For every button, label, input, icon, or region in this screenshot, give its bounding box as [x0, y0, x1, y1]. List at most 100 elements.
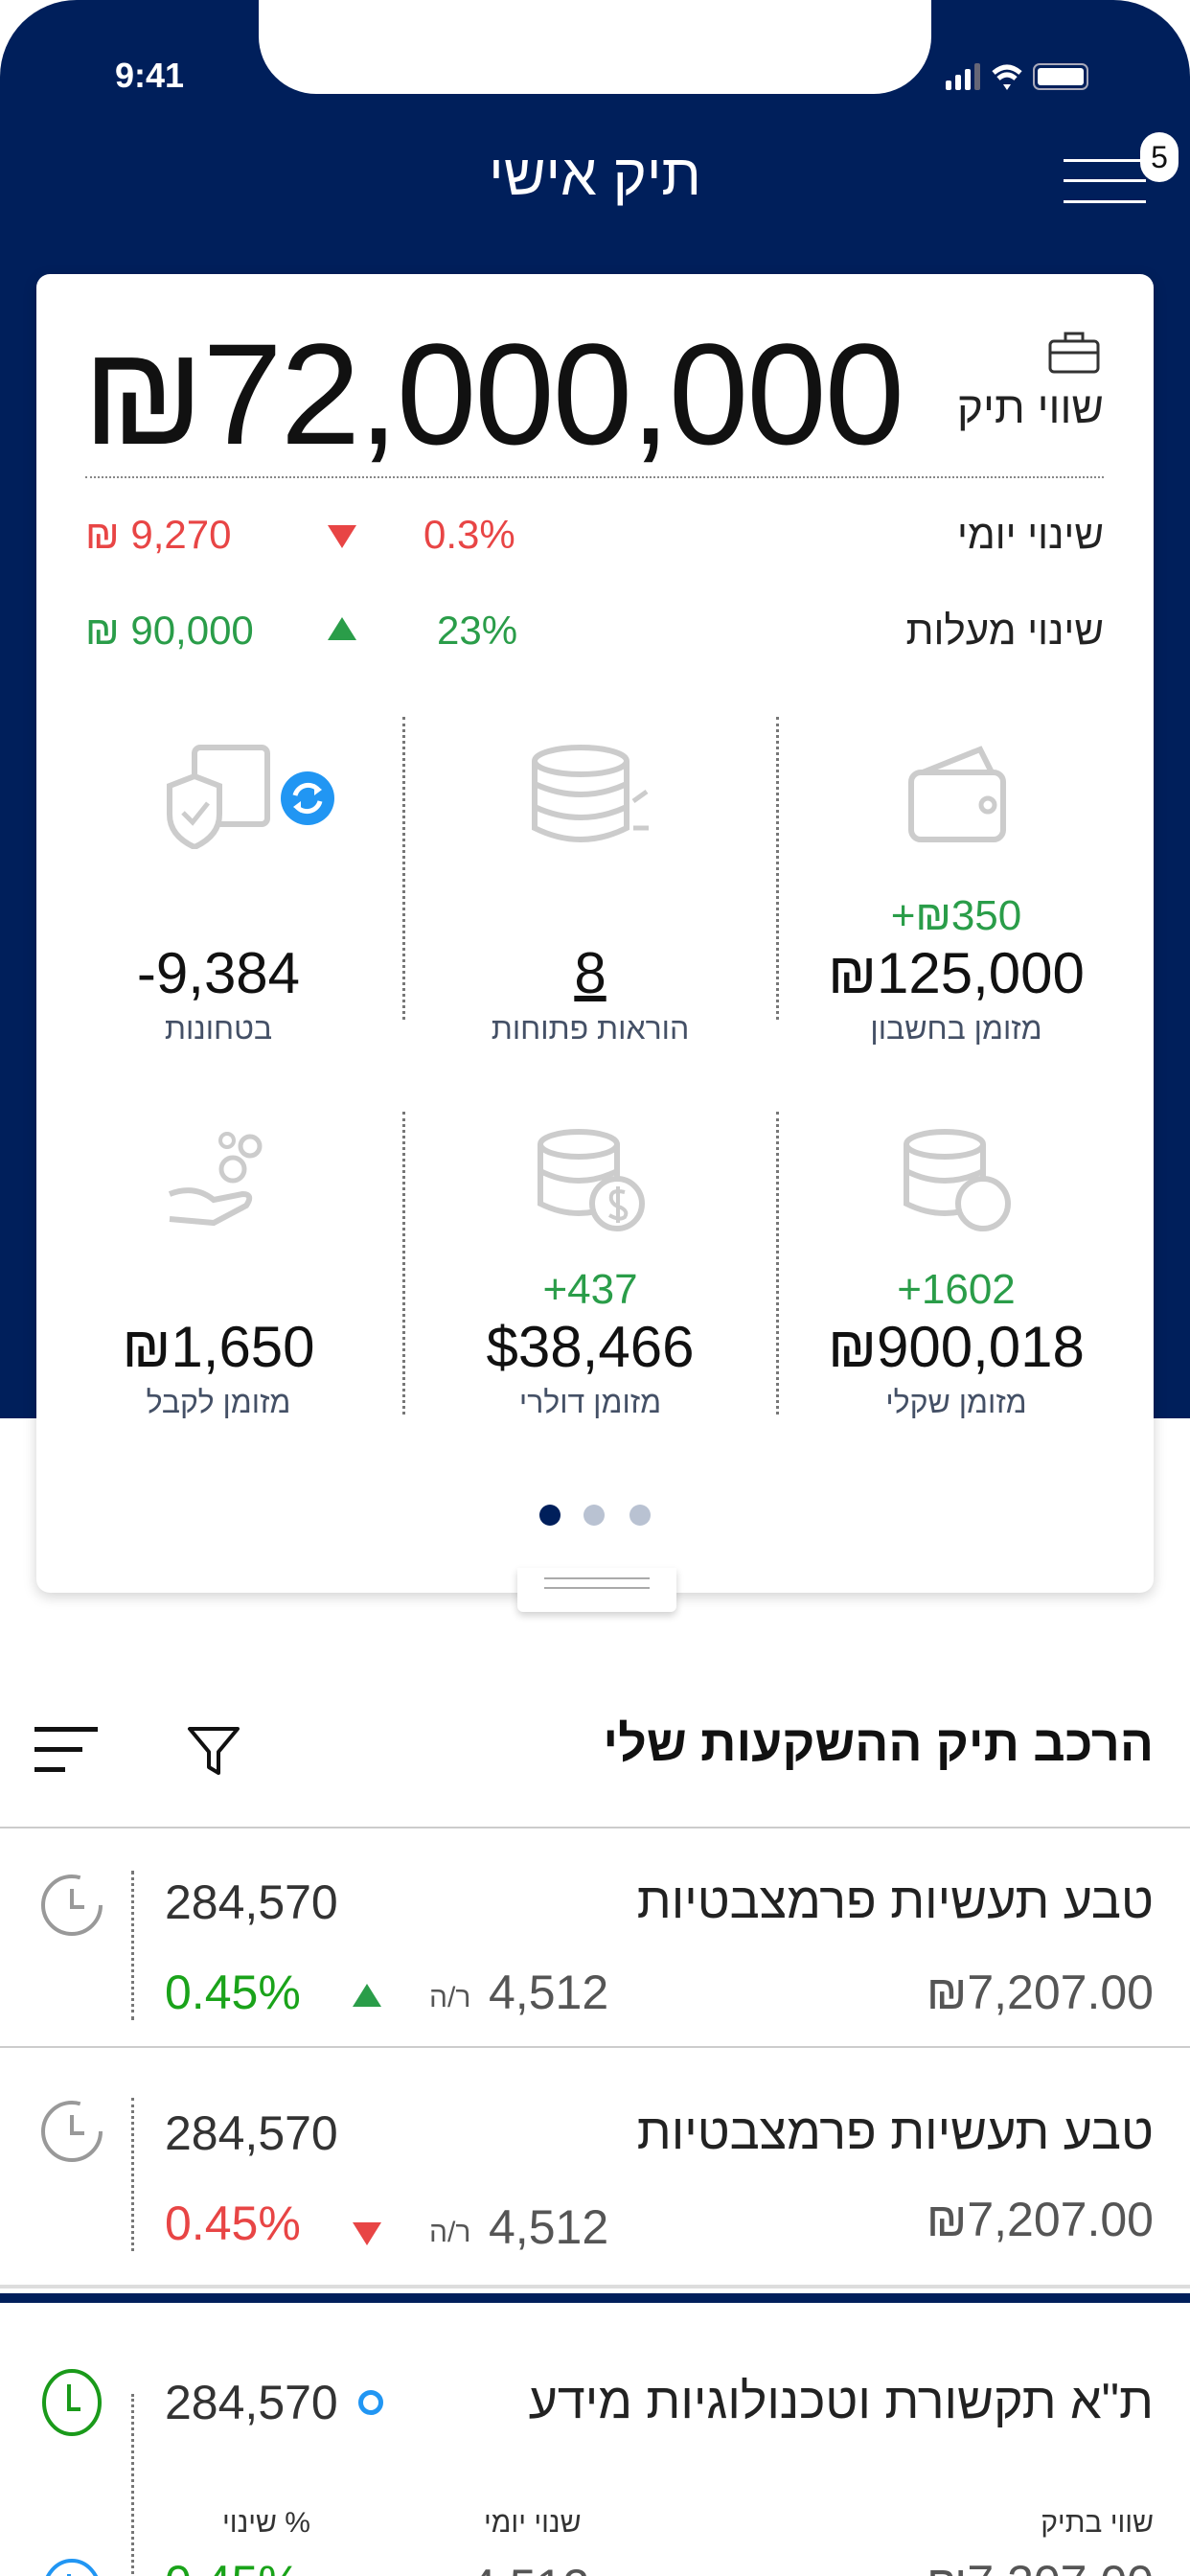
- tile-cash-in-account[interactable]: +₪350 ₪125,000 מזומן בחשבון: [774, 744, 1138, 1046]
- status-time: 9:41: [115, 56, 185, 95]
- holding-value: ₪7,207.00: [927, 2555, 1154, 2576]
- wallet-icon: [908, 746, 1006, 842]
- tile-change: +₪350: [890, 892, 1022, 939]
- divider: [131, 2098, 134, 2251]
- sort-icon[interactable]: [34, 1723, 102, 1777]
- tile-change: [408, 892, 772, 942]
- card-collapse-handle[interactable]: [517, 1568, 676, 1612]
- holding-quantity: 284,570: [165, 2106, 338, 2160]
- holding-daily-change: 4,512: [469, 2559, 589, 2576]
- tile-label: מזומן לקבל: [146, 1385, 291, 1419]
- arrow-up-icon: [328, 617, 356, 640]
- arrow-down-icon: [328, 525, 356, 548]
- tile-label: מזומן שקלי: [885, 1385, 1027, 1419]
- selected-divider: [0, 2293, 1190, 2303]
- tile-value: $38,466: [486, 1315, 695, 1379]
- hand-coins-icon: [168, 1132, 263, 1227]
- holding-daily-unit: ר/ה: [429, 2217, 471, 2248]
- tile-value: ₪125,000: [828, 941, 1085, 1005]
- page-dot[interactable]: [629, 1505, 651, 1526]
- holding-row-expanded[interactable]: ת"א תקשורת וטכנולוגיות מידע 284,570 שווי…: [0, 2304, 1190, 2576]
- column-divider: [402, 717, 405, 1020]
- signal-wifi-battery-icon: [946, 63, 1088, 90]
- total-change-label: שינוי מעלות: [905, 608, 1104, 653]
- holding-percent: 0.45%: [165, 2555, 301, 2576]
- tile-label: מזומן בחשבון: [870, 1011, 1042, 1046]
- portfolio-total-value: ₪72,000,000: [82, 313, 904, 474]
- daily-change-amount: ₪ 9,270: [85, 512, 232, 557]
- holding-percent: 0.45%: [165, 1966, 301, 2019]
- daily-change-percent: 0.3%: [423, 512, 515, 557]
- holding-name: טבע תעשיות פרמצבטיות: [636, 2104, 1154, 2160]
- page-title: תיק אישי: [489, 143, 701, 207]
- device-notch: [259, 0, 931, 94]
- column-divider: [776, 1112, 779, 1414]
- tile-value: -9,384: [136, 941, 301, 1005]
- holding-value: ₪7,207.00: [926, 2193, 1154, 2246]
- arrow-up-icon: [353, 1984, 381, 2007]
- dollar-coins-icon: [538, 1129, 645, 1231]
- page-dot[interactable]: [584, 1505, 605, 1526]
- holding-quantity: 284,570: [165, 2376, 338, 2429]
- daily-change-label: שינוי יומי: [957, 512, 1104, 557]
- refresh-icon[interactable]: [280, 770, 335, 826]
- status-icons: [944, 59, 1097, 99]
- column-divider: [776, 717, 779, 1020]
- portfolio-value-label: שווי תיק: [956, 382, 1104, 432]
- tile-label: מזומן דולרי: [518, 1385, 662, 1419]
- tile-label: בטחונות: [164, 1011, 273, 1046]
- status-dot-icon: [358, 2390, 383, 2415]
- column-divider: [402, 1112, 405, 1414]
- divider: [0, 2046, 1190, 2048]
- page-dot-active[interactable]: [539, 1505, 561, 1526]
- holding-name: ת"א תקשורת וטכנולוגיות מידע: [528, 2374, 1154, 2429]
- total-change-amount: ₪ 90,000: [85, 608, 254, 653]
- divider: [0, 2285, 1190, 2288]
- holding-value: ₪7,207.00: [926, 1966, 1154, 2019]
- holding-row[interactable]: טבע תעשיות פרמצבטיות 284,570 ₪7,207.00 4…: [0, 2048, 1190, 2286]
- clock-icon[interactable]: [38, 2367, 105, 2438]
- column-label-percent: % שינוי: [222, 2507, 310, 2539]
- arrow-down-icon: [353, 2222, 381, 2245]
- tile-collateral[interactable]: -9,384 בטחונות: [36, 744, 400, 1046]
- holding-row[interactable]: טבע תעשיות פרמצבטיות 284,570 ₪7,207.00 4…: [0, 1828, 1190, 2047]
- total-change-percent: 23%: [437, 608, 518, 653]
- divider: [131, 2394, 134, 2576]
- tile-change: [36, 1266, 400, 1316]
- tile-value: ₪900,018: [828, 1315, 1085, 1379]
- tile-change: [36, 892, 400, 942]
- tile-open-orders[interactable]: 8 הוראות פתוחות: [408, 744, 772, 1046]
- holding-name: טבע תעשיות פרמצבטיות: [636, 1874, 1154, 1929]
- holding-quantity: 284,570: [165, 1875, 338, 1929]
- holding-daily-unit: ר/ה: [429, 1982, 471, 2013]
- tile-shekel-cash[interactable]: +1602 ₪900,018 מזומן שקלי: [774, 1127, 1138, 1420]
- tile-value: ₪1,650: [122, 1315, 315, 1379]
- notification-badge: 5: [1140, 132, 1179, 182]
- tile-dollar-cash[interactable]: +437 $38,466 מזומן דולרי: [408, 1127, 772, 1420]
- clock-icon[interactable]: [38, 2557, 105, 2576]
- divider: [131, 1871, 134, 2020]
- section-title: הרכב תיק ההשקעות שלי: [603, 1716, 1154, 1772]
- divider: [0, 1827, 1190, 1828]
- column-label-value: שווי בתיק: [1041, 2507, 1154, 2539]
- shekel-coins-icon: [904, 1129, 1011, 1231]
- tile-label: הוראות פתוחות: [491, 1011, 690, 1046]
- holding-percent: 0.45%: [165, 2196, 301, 2250]
- divider: [85, 476, 1104, 478]
- history-clock-icon[interactable]: [38, 1872, 105, 1939]
- column-label-daily: שנוי יומי: [484, 2507, 582, 2539]
- tile-change: +1602: [897, 1266, 1016, 1313]
- history-clock-icon[interactable]: [38, 2098, 105, 2165]
- holding-daily-change: 4,512: [489, 2200, 609, 2254]
- portfolio-summary-card: ₪72,000,000 שווי תיק שינוי יומי 0.3% ₪ 9…: [36, 274, 1154, 1593]
- tile-receivable-cash[interactable]: ₪1,650 מזומן לקבל: [36, 1127, 400, 1420]
- holding-daily-change: 4,512: [489, 1966, 609, 2019]
- shield-safe-icon: [167, 745, 270, 851]
- hamburger-icon: [1064, 159, 1146, 203]
- tile-change: +437: [542, 1266, 638, 1313]
- filter-icon[interactable]: [187, 1723, 240, 1777]
- briefcase-icon: [1048, 332, 1100, 374]
- tile-value: 8: [574, 941, 606, 1005]
- coins-transfer-icon: [532, 745, 649, 842]
- menu-button[interactable]: 5: [1064, 132, 1179, 211]
